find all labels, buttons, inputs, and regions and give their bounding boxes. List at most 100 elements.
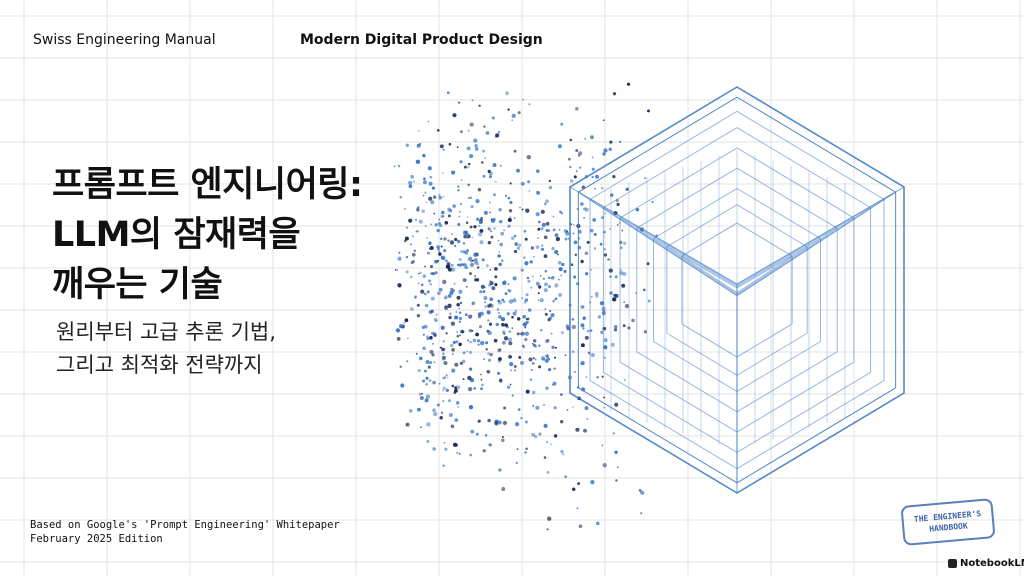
particle bbox=[437, 221, 442, 226]
particle bbox=[395, 328, 401, 333]
particle bbox=[463, 165, 467, 169]
particle bbox=[553, 367, 556, 370]
particle bbox=[565, 231, 570, 236]
particle bbox=[428, 360, 433, 365]
particle bbox=[441, 347, 445, 352]
particle bbox=[526, 155, 531, 160]
particle bbox=[458, 307, 461, 310]
particle bbox=[510, 356, 513, 358]
cube-outline bbox=[602, 127, 872, 453]
cube-edge bbox=[736, 186, 905, 285]
particle bbox=[418, 219, 423, 224]
particle bbox=[569, 179, 574, 183]
particle bbox=[503, 229, 506, 232]
particle bbox=[424, 303, 429, 308]
particle bbox=[571, 324, 576, 330]
particle bbox=[468, 314, 473, 319]
particle bbox=[451, 353, 454, 355]
particle bbox=[430, 309, 434, 313]
particle bbox=[517, 408, 521, 411]
particle bbox=[405, 143, 410, 147]
particle bbox=[469, 272, 472, 276]
particle bbox=[487, 319, 490, 322]
particle bbox=[520, 416, 523, 420]
particle bbox=[485, 131, 490, 135]
particle bbox=[456, 330, 459, 334]
particle bbox=[397, 283, 402, 288]
particle bbox=[408, 184, 413, 189]
particle bbox=[489, 297, 494, 302]
particle bbox=[511, 327, 514, 330]
particle bbox=[467, 162, 471, 166]
particle bbox=[508, 330, 512, 333]
particle bbox=[457, 101, 461, 104]
particle bbox=[537, 299, 540, 302]
particle bbox=[502, 420, 508, 426]
particle bbox=[467, 375, 472, 381]
particle bbox=[497, 371, 501, 375]
particle bbox=[492, 217, 496, 222]
particle bbox=[604, 212, 607, 215]
particle bbox=[533, 255, 535, 258]
particle bbox=[546, 528, 549, 531]
particle bbox=[590, 480, 595, 485]
particle bbox=[521, 344, 525, 348]
particle bbox=[447, 303, 452, 308]
particle bbox=[583, 428, 587, 433]
particle bbox=[550, 313, 555, 318]
particle bbox=[580, 361, 585, 366]
particle bbox=[503, 406, 507, 410]
particle bbox=[432, 447, 436, 451]
particle bbox=[524, 331, 530, 336]
particle bbox=[458, 258, 462, 261]
particle bbox=[497, 311, 501, 315]
particle bbox=[495, 133, 500, 138]
particle bbox=[552, 300, 555, 303]
particle bbox=[422, 333, 425, 336]
particle bbox=[424, 398, 429, 403]
particle bbox=[442, 340, 445, 343]
particle bbox=[436, 228, 440, 233]
cube-edge bbox=[736, 217, 855, 287]
particle bbox=[467, 197, 470, 200]
particle bbox=[483, 210, 488, 215]
particle bbox=[464, 251, 469, 255]
particle bbox=[623, 241, 627, 245]
particle bbox=[470, 205, 474, 209]
particle bbox=[397, 256, 402, 261]
particle bbox=[622, 324, 626, 328]
particle bbox=[528, 308, 532, 312]
particle bbox=[503, 336, 509, 341]
particle bbox=[584, 272, 589, 276]
cube-edge bbox=[636, 227, 738, 295]
particle bbox=[516, 168, 520, 173]
particle bbox=[432, 343, 434, 345]
particle bbox=[426, 422, 431, 427]
particle bbox=[457, 189, 460, 192]
particle bbox=[411, 235, 415, 238]
title-line: 프롬프트 엔지니어링: bbox=[52, 165, 363, 205]
particle bbox=[460, 179, 463, 182]
particle bbox=[507, 217, 512, 223]
particle bbox=[642, 288, 646, 292]
particle bbox=[511, 119, 514, 122]
particle bbox=[584, 251, 589, 256]
particle bbox=[509, 200, 513, 205]
particle bbox=[524, 451, 527, 454]
particle bbox=[479, 325, 482, 329]
particle bbox=[415, 352, 418, 355]
particle bbox=[427, 120, 430, 123]
particle bbox=[459, 301, 462, 304]
particle bbox=[483, 358, 485, 361]
particle bbox=[497, 130, 501, 134]
particle bbox=[445, 259, 448, 263]
particle bbox=[591, 156, 594, 159]
particle bbox=[570, 263, 574, 266]
particle bbox=[516, 448, 519, 451]
particle bbox=[575, 107, 579, 111]
particle bbox=[528, 357, 533, 362]
particle bbox=[547, 285, 552, 289]
particle bbox=[503, 332, 506, 335]
particle bbox=[422, 194, 425, 197]
particle bbox=[533, 339, 537, 343]
